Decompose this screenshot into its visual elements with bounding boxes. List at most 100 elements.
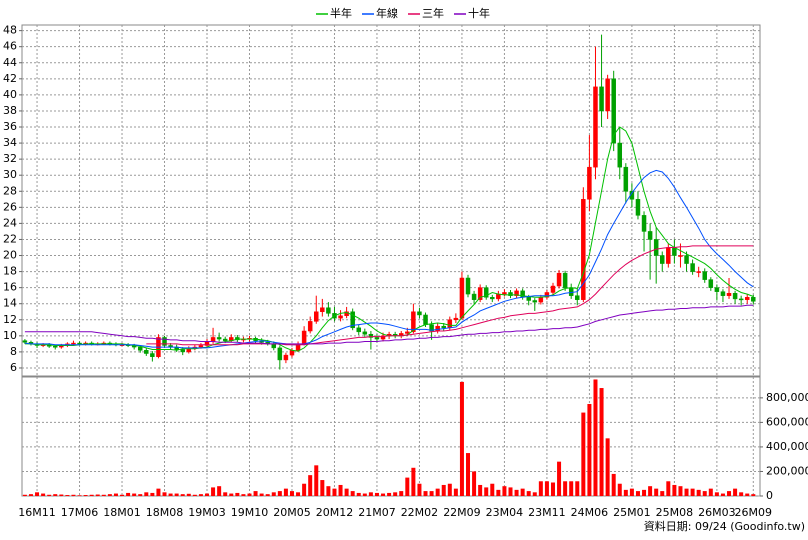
y-tick-label: 30 <box>3 168 17 181</box>
volume-bar <box>672 484 677 496</box>
candle-body <box>744 297 750 300</box>
volume-bar <box>302 483 307 496</box>
volume-bar <box>314 465 319 496</box>
candle-body <box>338 315 343 319</box>
candle-body <box>532 300 538 303</box>
candle-body <box>222 338 228 341</box>
candle-body <box>380 335 386 340</box>
candle-body <box>660 255 665 264</box>
candle-body <box>144 350 149 354</box>
volume-bar <box>563 481 568 496</box>
volume-bar <box>223 492 228 496</box>
x-tick-label: 20M05 <box>273 506 311 519</box>
candle-body <box>350 311 355 329</box>
volume-bar <box>332 488 337 496</box>
y-tick-label: 600,000 <box>766 415 808 428</box>
volume-bar <box>720 493 725 496</box>
volume-bar <box>247 493 252 496</box>
candle-body <box>538 297 544 303</box>
volume-bar <box>344 488 349 496</box>
candle-body <box>751 297 756 302</box>
x-tick-label: 20M12 <box>316 506 354 519</box>
candle-body <box>411 311 416 333</box>
candle-body <box>77 342 82 345</box>
candle-body <box>465 277 471 295</box>
y-tick-label: 24 <box>3 216 17 229</box>
volume-bar <box>138 494 143 496</box>
y-tick-label: 200,000 <box>766 464 808 477</box>
volume-bar <box>277 491 282 496</box>
y-tick-label: 16 <box>3 281 17 294</box>
candle-body <box>374 337 380 340</box>
candle-body <box>277 347 283 361</box>
volume-bar <box>156 488 161 496</box>
candle-body <box>210 337 216 342</box>
volume-bar <box>660 491 665 496</box>
x-tick-label: 23M04 <box>486 506 524 519</box>
volume-bar <box>241 494 246 496</box>
volume-bar <box>271 492 276 496</box>
volume-bar <box>654 488 659 496</box>
volume-bar <box>253 491 258 496</box>
volume-bar <box>587 403 592 496</box>
volume-bar <box>599 388 604 496</box>
candle-body <box>289 350 295 356</box>
volume-bar <box>150 492 155 496</box>
volume-bar <box>381 493 386 496</box>
candle-body <box>180 349 185 353</box>
volume-bar <box>320 480 325 496</box>
volume-bar <box>623 489 628 496</box>
y-tick-label: 42 <box>3 72 17 85</box>
volume-bar <box>83 495 88 496</box>
y-tick-label: 6 <box>10 361 17 374</box>
volume-bar <box>666 481 671 496</box>
candle-body <box>471 293 477 300</box>
y-tick-label: 20 <box>3 249 17 262</box>
volume-bar <box>435 488 440 496</box>
candle-body <box>162 337 167 346</box>
candle-body <box>544 292 550 298</box>
candle-body <box>459 277 465 319</box>
volume-bar <box>526 491 531 496</box>
candle-body <box>356 327 361 333</box>
volume-bar <box>350 491 355 496</box>
candle-body <box>441 325 446 329</box>
candle-body <box>568 287 574 296</box>
mark-layer <box>22 34 756 496</box>
y-tick-label: 10 <box>3 329 17 342</box>
volume-bar <box>478 484 483 496</box>
x-tick-label: 22M02 <box>401 506 439 519</box>
candle-body <box>477 287 483 300</box>
volume-bar <box>490 483 495 496</box>
candle-body <box>732 293 738 300</box>
volume-bar <box>569 481 574 496</box>
volume-bar <box>89 494 94 496</box>
x-tick-label: 23M11 <box>528 506 566 519</box>
legend-label: 三年 <box>422 6 444 20</box>
volume-bar <box>180 494 185 496</box>
candle-body <box>53 346 58 348</box>
x-tick-label: 18M08 <box>146 506 184 519</box>
volume-bar <box>684 488 689 496</box>
volume-bar <box>459 381 464 496</box>
volume-bar <box>514 489 519 496</box>
y-tick-label: 28 <box>3 184 17 197</box>
volume-bar <box>502 486 507 496</box>
volume-bar <box>611 473 616 496</box>
y-tick-label: 44 <box>3 56 17 69</box>
x-tick-label: 21M07 <box>358 506 396 519</box>
candle-body <box>720 291 726 296</box>
candle-body <box>137 346 143 351</box>
volume-bar <box>77 495 82 496</box>
volume-bar <box>472 471 477 496</box>
ma-line <box>24 169 754 349</box>
volume-bar <box>727 491 732 496</box>
volume-bar <box>642 489 647 496</box>
candle-body <box>435 325 440 332</box>
volume-bar <box>696 489 701 496</box>
volume-bar <box>538 481 543 496</box>
volume-bar <box>520 488 525 496</box>
volume-bar <box>629 488 634 496</box>
y-tick-label: 12 <box>3 313 17 326</box>
volume-bar <box>22 494 27 496</box>
